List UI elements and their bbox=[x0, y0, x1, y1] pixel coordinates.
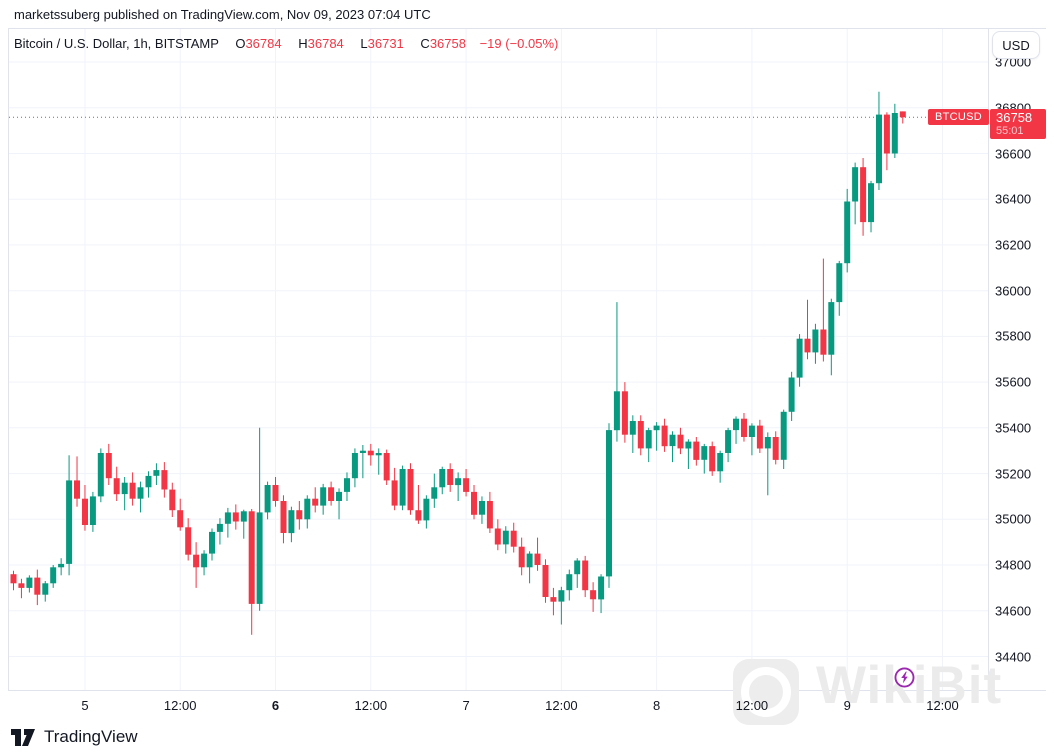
bar-countdown: 55:01 bbox=[996, 124, 1024, 137]
symbol-title: Bitcoin / U.S. Dollar, 1h, BITSTAMP bbox=[14, 36, 219, 51]
high-value: 36784 bbox=[307, 36, 344, 51]
time-tick-label: 12:00 bbox=[545, 698, 578, 713]
low-label: L bbox=[360, 36, 368, 51]
price-tick-label: 35800 bbox=[995, 328, 1032, 344]
close-value: 36758 bbox=[429, 36, 466, 51]
time-tick-label: 8 bbox=[652, 698, 661, 713]
tradingview-logo-icon bbox=[11, 728, 35, 746]
price-tick-label: 36600 bbox=[995, 146, 1032, 161]
time-tick-label: 12:00 bbox=[735, 698, 769, 713]
time-axis[interactable]: 5 12:00 6 12:00 7 12:00 8 12:00 9 12:00 bbox=[0, 691, 1054, 723]
pane-left-border bbox=[8, 28, 9, 690]
price-tick-label: 36000 bbox=[995, 283, 1032, 299]
time-tick-label: 7 bbox=[462, 698, 470, 713]
close-label: C bbox=[420, 36, 430, 51]
publish-info: marketssuberg published on TradingView.c… bbox=[14, 7, 431, 22]
price-axis-separator bbox=[988, 28, 989, 690]
price-tick-label: 36200 bbox=[995, 237, 1032, 253]
tradingview-attribution-text: TradingView bbox=[44, 727, 138, 746]
low-value: 36731 bbox=[367, 36, 404, 51]
time-axis-separator bbox=[8, 690, 1046, 691]
price-tick-label: 35400 bbox=[995, 420, 1032, 436]
price-tick-label: 35600 bbox=[995, 374, 1032, 390]
price-tick-label: 36400 bbox=[995, 191, 1032, 207]
high-label: H bbox=[298, 36, 308, 51]
price-tick-label: 34800 bbox=[995, 557, 1032, 573]
price-tick-label: 34400 bbox=[995, 649, 1032, 664]
time-tick-label: 6 bbox=[271, 698, 280, 713]
price-tick-label: 34600 bbox=[995, 603, 1032, 619]
last-price-value: 36758 bbox=[996, 109, 1033, 125]
last-price-label: 36758 55:01 bbox=[990, 108, 1046, 139]
open-value: 36784 bbox=[245, 36, 282, 51]
time-tick-label: 9 bbox=[843, 698, 851, 713]
currency-toggle-button[interactable]: USD bbox=[992, 31, 1040, 59]
price-tick-label: 35200 bbox=[995, 466, 1032, 482]
tradingview-attribution-link[interactable]: TradingView bbox=[10, 727, 138, 747]
pane-top-border bbox=[8, 28, 1046, 29]
change-value: −19 (−0.05%) bbox=[479, 36, 559, 51]
wikibit-logo-icon bbox=[733, 659, 799, 725]
time-tick-label: 5 bbox=[81, 698, 89, 713]
time-tick-label: 12:00 bbox=[926, 698, 959, 713]
chart-legend: Bitcoin / U.S. Dollar, 1h, BITSTAMP O367… bbox=[14, 36, 558, 51]
time-tick-label: 12:00 bbox=[354, 698, 388, 713]
time-tick-label: 12:00 bbox=[163, 698, 197, 713]
price-tick-label: 35000 bbox=[995, 511, 1032, 527]
open-label: O bbox=[235, 36, 246, 51]
symbol-price-line-tag: BTCUSD bbox=[928, 109, 990, 126]
lightning-bolt-icon bbox=[894, 667, 915, 688]
